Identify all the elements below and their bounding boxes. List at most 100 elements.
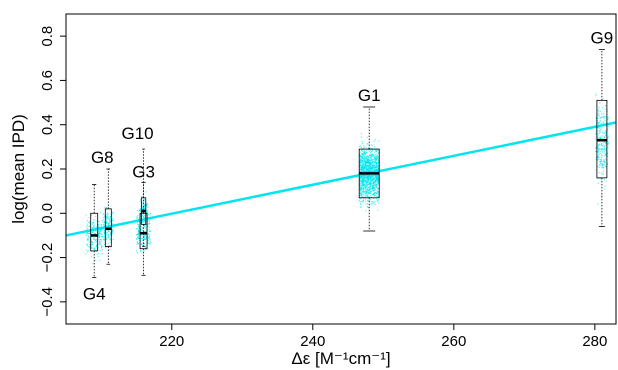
data-point: [361, 188, 363, 190]
data-point: [100, 247, 102, 249]
data-point: [363, 150, 365, 152]
data-point: [373, 140, 375, 142]
data-point: [138, 230, 140, 232]
data-point: [605, 129, 607, 132]
data-point: [99, 259, 101, 261]
data-point: [377, 193, 379, 195]
data-point: [142, 213, 144, 215]
data-point: [601, 113, 603, 115]
data-point: [360, 165, 362, 167]
data-point: [371, 155, 373, 157]
data-point: [142, 201, 144, 204]
data-point: [376, 165, 378, 167]
data-point: [364, 177, 366, 179]
data-point: [368, 181, 370, 183]
data-point: [604, 119, 606, 122]
data-point: [369, 165, 371, 167]
data-point: [366, 162, 368, 164]
data-point: [360, 166, 362, 168]
data-point: [366, 149, 368, 152]
data-point: [87, 240, 89, 242]
data-point: [94, 239, 96, 241]
data-point: [370, 179, 372, 181]
data-point: [377, 175, 379, 177]
data-point: [375, 149, 377, 151]
data-point: [377, 188, 379, 190]
data-point: [144, 216, 146, 218]
data-point: [372, 193, 374, 196]
data-point: [369, 185, 371, 187]
data-point: [373, 174, 375, 176]
data-point: [367, 193, 370, 195]
data-point: [95, 239, 97, 241]
x-tick-label: 240: [300, 333, 325, 350]
data-point: [374, 183, 376, 185]
data-point: [362, 150, 364, 152]
data-point: [376, 166, 378, 168]
data-point: [142, 229, 144, 231]
data-point: [91, 227, 93, 229]
data-point: [140, 230, 142, 232]
data-point: [605, 148, 607, 150]
data-point: [376, 192, 378, 194]
data-point: [139, 200, 141, 202]
data-point: [107, 230, 109, 232]
data-point: [362, 160, 364, 162]
data-point: [85, 233, 87, 235]
data-point: [373, 188, 375, 190]
data-point: [367, 174, 369, 176]
data-point: [595, 147, 597, 149]
data-point: [369, 175, 371, 177]
data-point: [148, 220, 151, 222]
data-point: [365, 160, 367, 162]
data-point: [364, 162, 366, 164]
data-point: [145, 247, 147, 249]
data-point: [359, 155, 361, 158]
data-point: [372, 184, 374, 186]
data-point: [603, 142, 605, 144]
data-point: [143, 225, 145, 227]
data-point: [359, 179, 361, 181]
data-point: [372, 189, 374, 191]
data-point: [600, 137, 602, 140]
data-point: [149, 212, 152, 214]
data-point: [595, 138, 597, 140]
data-point: [373, 178, 375, 180]
data-point: [375, 153, 377, 155]
data-point: [368, 156, 370, 158]
data-point: [365, 189, 367, 191]
data-point: [370, 152, 372, 154]
data-point: [366, 175, 368, 177]
data-point: [370, 176, 372, 178]
data-point: [138, 237, 140, 239]
data-point: [374, 195, 376, 197]
data-point: [367, 191, 369, 194]
data-point: [599, 102, 601, 104]
data-point: [364, 157, 366, 159]
data-point: [595, 93, 597, 95]
data-point: [109, 236, 111, 238]
data-point: [138, 227, 140, 230]
data-point: [107, 215, 109, 217]
data-point: [373, 192, 375, 194]
data-point: [365, 190, 367, 192]
data-point: [604, 160, 606, 162]
data-point: [136, 250, 138, 252]
data-point: [366, 186, 368, 188]
data-point: [359, 151, 362, 153]
data-point: [93, 237, 95, 239]
data-point: [377, 200, 379, 202]
data-point: [100, 225, 102, 227]
data-point: [597, 134, 599, 136]
data-point: [364, 193, 366, 195]
data-point: [102, 220, 104, 222]
data-point: [605, 135, 607, 137]
data-point: [377, 191, 379, 193]
data-point: [597, 114, 599, 116]
data-point: [85, 253, 87, 255]
data-point: [365, 195, 367, 197]
data-point: [359, 190, 361, 192]
data-point: [374, 166, 376, 168]
data-point: [361, 181, 363, 183]
data-point: [375, 184, 377, 186]
